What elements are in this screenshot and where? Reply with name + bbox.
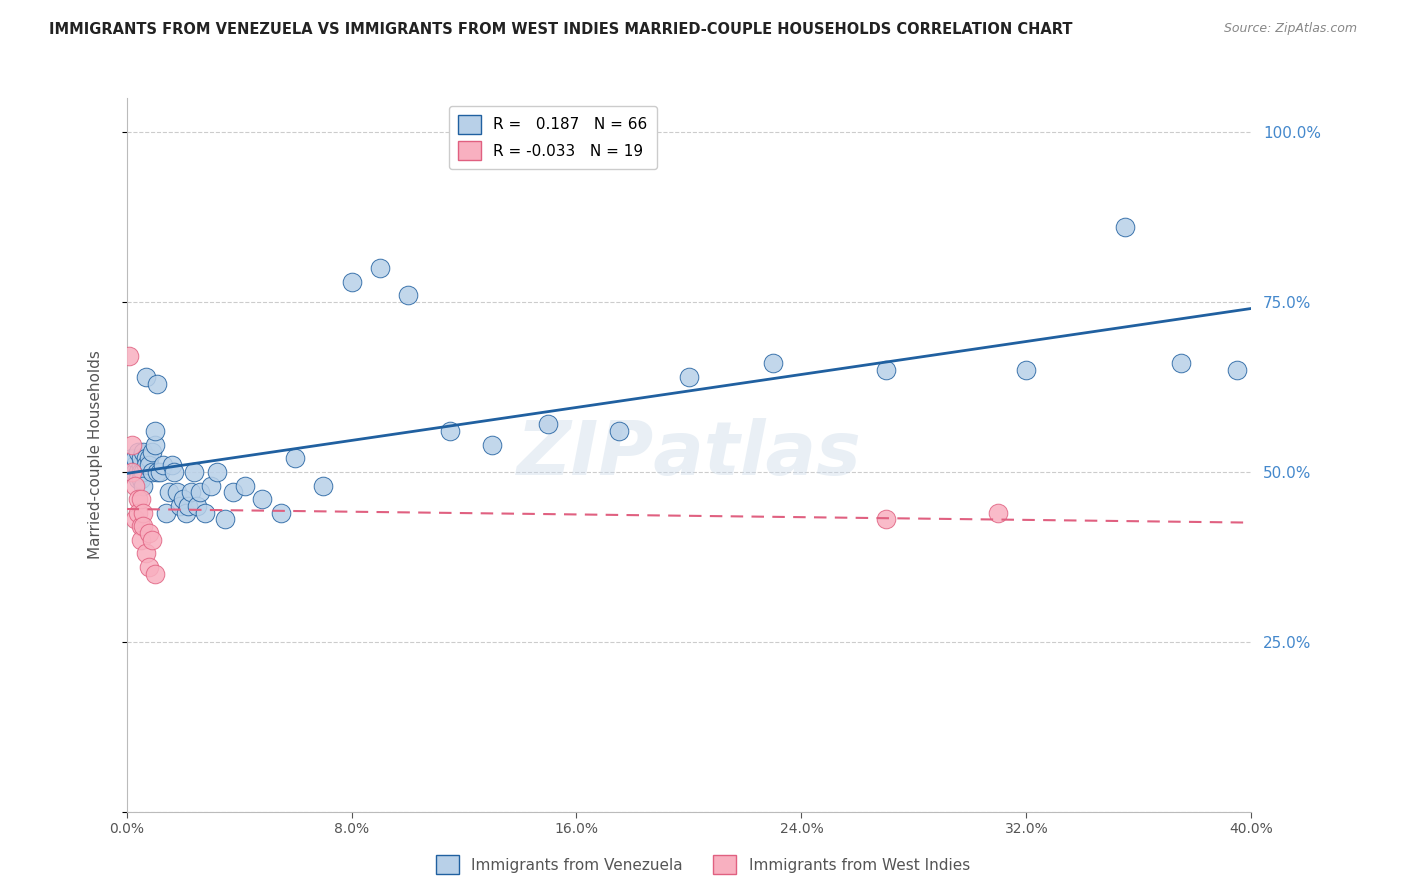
Point [875,363,897,377]
Point [138,526,160,541]
Point [155,506,177,520]
Point [132,465,155,479]
Point [129,472,152,486]
Point [180,485,202,500]
Point [1170,356,1192,370]
Point [129,451,152,466]
Point [188,485,211,500]
Point [186,499,208,513]
Y-axis label: Married-couple Households: Married-couple Households [89,351,103,559]
Point [129,458,152,472]
Point [312,478,335,492]
Point [174,506,197,520]
Point [396,288,419,302]
Point [284,451,307,466]
Point [678,369,700,384]
Point [129,533,152,547]
Point [537,417,560,432]
Point [762,356,785,370]
Point [146,465,169,479]
Point [127,444,149,458]
Point [152,458,174,472]
Point [146,376,169,391]
Point [135,451,157,466]
Text: Source: ZipAtlas.com: Source: ZipAtlas.com [1223,22,1357,36]
Point [607,424,630,438]
Point [987,506,1010,520]
Legend: R =   0.187   N = 66, R = -0.033   N = 19: R = 0.187 N = 66, R = -0.033 N = 19 [449,106,657,169]
Point [138,458,160,472]
Point [157,485,180,500]
Point [439,424,461,438]
Point [124,465,146,479]
Point [233,478,256,492]
Point [141,533,163,547]
Point [132,444,155,458]
Point [143,566,166,581]
Point [124,512,146,526]
Point [160,458,183,472]
Point [194,506,217,520]
Point [141,465,163,479]
Point [129,492,152,507]
Point [124,478,146,492]
Point [166,485,188,500]
Point [481,438,503,452]
Point [132,478,155,492]
Point [129,519,152,533]
Text: ZIP​atlas: ZIP​atlas [516,418,862,491]
Point [368,260,391,275]
Point [127,492,149,507]
Point [143,424,166,438]
Point [340,275,363,289]
Point [121,451,143,466]
Point [1226,363,1249,377]
Point [1114,220,1136,235]
Point [138,560,160,574]
Point [132,506,155,520]
Point [135,369,157,384]
Point [121,465,143,479]
Point [205,465,228,479]
Point [177,499,200,513]
Point [141,444,163,458]
Point [214,512,236,526]
Point [132,519,155,533]
Point [129,465,152,479]
Point [127,506,149,520]
Point [121,465,143,479]
Point [222,485,245,500]
Point [118,350,141,364]
Point [143,438,166,452]
Point [163,465,186,479]
Point [118,458,141,472]
Point [1015,363,1038,377]
Point [169,499,191,513]
Point [270,506,292,520]
Point [183,465,205,479]
Point [138,451,160,466]
Point [127,465,149,479]
Point [127,472,149,486]
Legend: Immigrants from Venezuela, Immigrants from West Indies: Immigrants from Venezuela, Immigrants fr… [430,849,976,880]
Point [124,458,146,472]
Point [149,465,172,479]
Point [875,512,897,526]
Point [200,478,222,492]
Point [135,458,157,472]
Text: IMMIGRANTS FROM VENEZUELA VS IMMIGRANTS FROM WEST INDIES MARRIED-COUPLE HOUSEHOL: IMMIGRANTS FROM VENEZUELA VS IMMIGRANTS … [49,22,1073,37]
Point [124,451,146,466]
Point [172,492,194,507]
Point [121,438,143,452]
Point [250,492,273,507]
Point [135,546,157,560]
